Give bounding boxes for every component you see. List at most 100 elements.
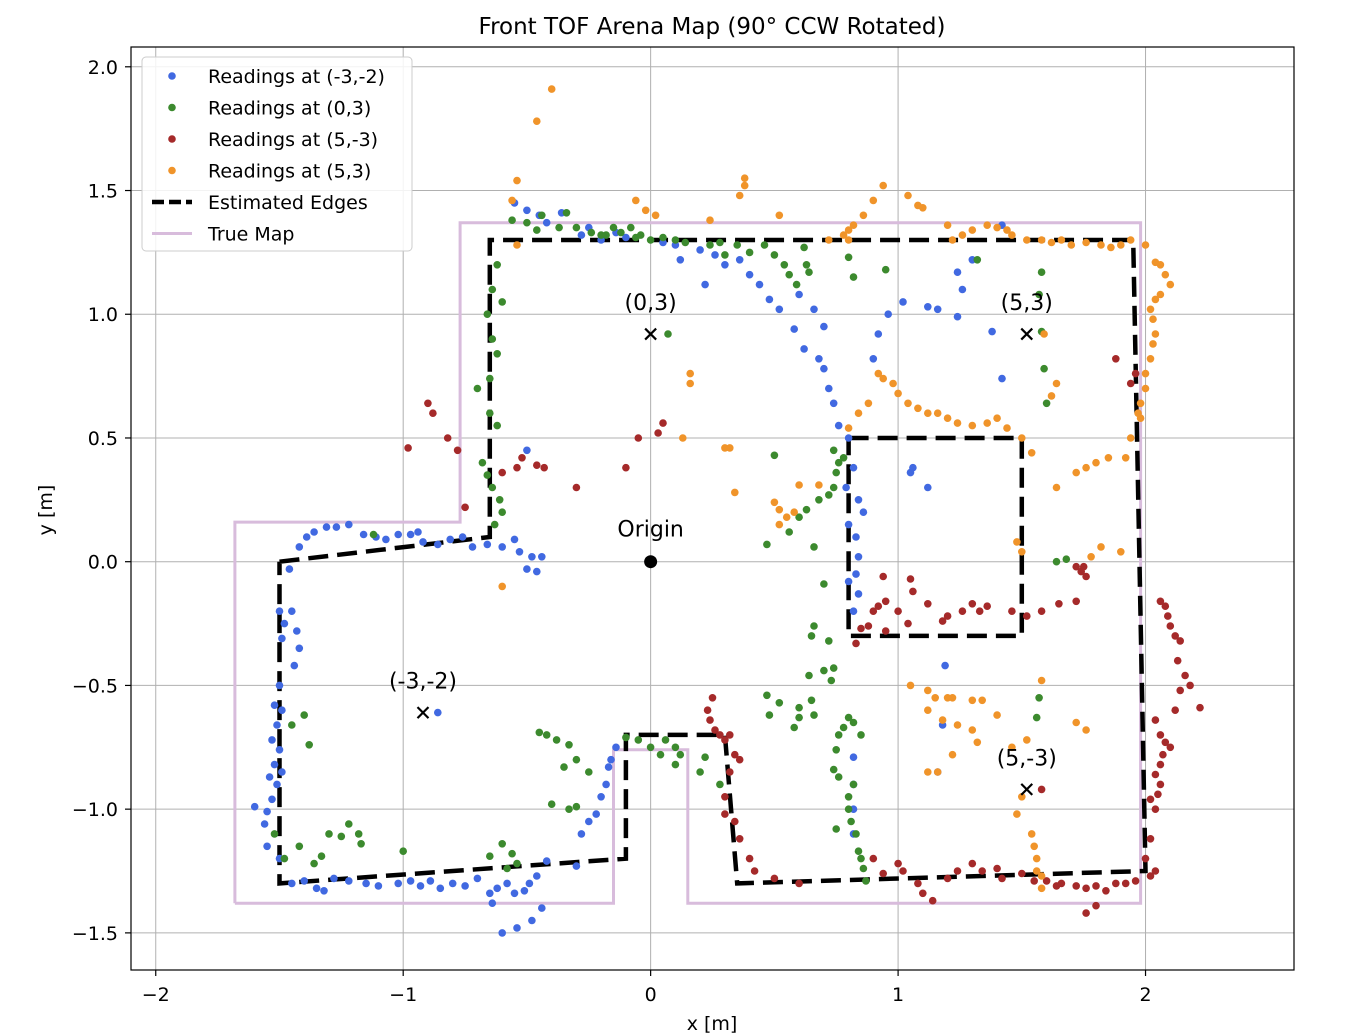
data-point-series-3 (547, 85, 556, 93)
data-point-series-1 (661, 736, 670, 744)
data-point-series-0 (483, 540, 492, 549)
data-point-series-0 (800, 345, 808, 353)
data-point-series-1 (706, 241, 714, 249)
data-point-series-2 (795, 879, 803, 888)
data-point-series-2 (899, 867, 907, 875)
estimated-edge-inner (846, 435, 1025, 639)
pose-marker (416, 706, 430, 719)
data-point-series-2 (1082, 909, 1090, 917)
data-point-series-2 (1072, 882, 1080, 890)
data-point-series-0 (528, 916, 536, 925)
data-point-series-0 (988, 327, 996, 336)
data-point-series-2 (404, 444, 412, 452)
data-point-series-1 (535, 728, 544, 737)
data-point-series-0 (597, 793, 605, 801)
data-point-series-1 (656, 750, 665, 759)
data-point-series-0 (468, 543, 477, 551)
data-point-series-3 (775, 520, 784, 529)
data-point-series-0 (520, 887, 529, 895)
data-point-series-3 (968, 421, 977, 430)
data-point-series-1 (488, 483, 497, 492)
data-point-series-2 (879, 869, 887, 878)
data-point-series-0 (310, 528, 318, 536)
data-point-series-0 (416, 882, 425, 890)
data-point-series-1 (849, 780, 858, 789)
data-point-series-2 (1151, 716, 1160, 724)
data-point-series-0 (280, 619, 289, 628)
data-points (250, 85, 1204, 937)
data-point-series-2 (1146, 872, 1155, 880)
data-point-series-2 (1037, 785, 1046, 794)
data-point-series-3 (1156, 290, 1165, 299)
y-tick-label: −0.5 (72, 675, 118, 697)
data-point-series-2 (1171, 632, 1179, 640)
data-point-series-0 (854, 590, 863, 598)
data-point-series-3 (904, 191, 912, 200)
data-point-series-3 (1136, 414, 1145, 423)
data-point-series-3 (1013, 538, 1021, 546)
data-point-series-3 (983, 221, 991, 229)
data-point-series-2 (924, 600, 932, 608)
data-point-series-3 (1136, 399, 1145, 408)
y-tick-label: 1.0 (88, 304, 118, 326)
data-point-series-0 (290, 661, 299, 670)
chart-title: Front TOF Arena Map (90° CCW Rotated) (479, 14, 946, 40)
data-point-series-3 (1003, 424, 1011, 432)
data-point-series-0 (293, 627, 301, 635)
data-point-series-2 (513, 463, 521, 472)
data-point-series-2 (1082, 572, 1090, 581)
data-point-series-2 (881, 627, 890, 635)
data-point-series-1 (780, 261, 789, 269)
data-point-series-1 (646, 743, 655, 752)
data-point-series-2 (906, 575, 915, 583)
data-point-series-3 (854, 409, 863, 418)
data-point-series-1 (820, 580, 828, 588)
data-point-series-3 (993, 414, 1001, 423)
data-point-series-0 (820, 364, 828, 373)
legend-marker (168, 135, 176, 143)
data-point-series-0 (755, 280, 764, 289)
data-point-series-0 (275, 746, 284, 754)
x-tick-label: 2 (1139, 984, 1151, 1006)
data-point-series-3 (513, 241, 521, 249)
data-point-series-1 (696, 768, 704, 776)
data-point-series-0 (859, 508, 868, 516)
x-tick-label: −2 (142, 984, 170, 1006)
data-point-series-0 (844, 577, 853, 586)
data-point-series-2 (894, 607, 902, 615)
data-point-series-2 (726, 768, 734, 776)
data-point-series-3 (706, 216, 714, 224)
data-point-series-2 (857, 624, 865, 633)
data-point-series-1 (542, 731, 551, 739)
data-point-series-0 (278, 634, 286, 643)
data-point-series-2 (968, 600, 977, 608)
data-point-series-2 (770, 874, 779, 883)
data-point-series-2 (721, 810, 729, 818)
data-point-series-0 (825, 384, 833, 393)
data-point-series-2 (1131, 877, 1140, 885)
data-point-series-1 (533, 226, 541, 234)
y-axis-label: y [m] (35, 485, 57, 536)
data-point-series-2 (1151, 805, 1160, 813)
data-point-series-1 (795, 703, 803, 712)
data-point-series-3 (1141, 384, 1150, 393)
legend-entry-label: Readings at (5,3) (208, 161, 371, 183)
data-point-series-1 (498, 508, 507, 516)
data-point-series-2 (1018, 869, 1026, 878)
data-point-series-2 (1082, 884, 1090, 893)
data-point-series-2 (453, 446, 462, 455)
data-point-series-3 (993, 223, 1001, 232)
data-point-series-0 (542, 857, 551, 865)
axis-ticks: −2 −1 0 1 2 −1.5 −1.0 −0.5 0.0 0.5 1.0 1.5 2.0 (72, 57, 1152, 1006)
data-point-series-1 (498, 298, 507, 306)
data-point-series-0 (268, 736, 276, 744)
data-point-series-3 (825, 236, 833, 244)
data-point-series-2 (443, 434, 452, 442)
data-point-series-0 (273, 721, 281, 729)
data-point-series-3 (770, 498, 779, 507)
data-point-series-0 (844, 434, 853, 442)
data-point-series-1 (317, 852, 326, 860)
data-point-series-2 (721, 793, 729, 801)
data-point-series-2 (1042, 877, 1051, 885)
data-point-series-2 (1112, 879, 1120, 888)
